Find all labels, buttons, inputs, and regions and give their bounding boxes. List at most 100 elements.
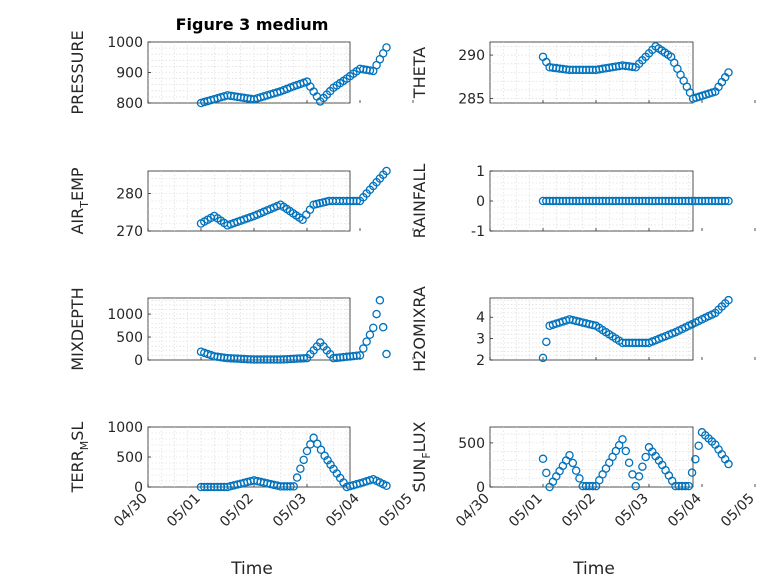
y-axis-label: TERRMSL (68, 422, 91, 494)
y-tick-label: 0 (134, 353, 143, 369)
y-tick-label: 280 (116, 187, 143, 203)
y-axis-label: MIXDEPTH (68, 287, 87, 370)
data-point (372, 309, 381, 319)
data-point (316, 445, 326, 455)
y-axis-label: AIRTEMP (68, 167, 91, 234)
y-tick-label: -1 (471, 224, 485, 240)
x-axis-label-right: Time (572, 559, 615, 579)
data-point (313, 439, 322, 449)
subplot-5: 0 500 1000 MIXDEPTH (68, 287, 414, 371)
data-point (571, 466, 581, 475)
y-tick-label: 1 (476, 164, 485, 180)
x-tick-label: 05/04 (665, 490, 705, 530)
data-point (575, 474, 584, 483)
x-tick-label: 05/01 (506, 491, 546, 531)
data-point (565, 450, 574, 460)
data-point (359, 344, 368, 353)
y-tick-label: 1000 (107, 420, 143, 436)
data-point (382, 43, 391, 52)
data-point (724, 295, 733, 305)
y-tick-label: 1000 (107, 307, 143, 323)
data-point (538, 353, 548, 363)
x-tick-label: 04/30 (111, 491, 151, 531)
x-tick-label: 05/05 (376, 491, 416, 531)
x-tick-label: 05/04 (323, 490, 363, 530)
y-tick-label: 3 (476, 332, 485, 348)
data-point (724, 459, 733, 469)
subplot-4: -1 0 1 RAINFALL (410, 164, 756, 240)
data-point (382, 166, 391, 176)
y-axis-label: PRESSURE (68, 30, 87, 114)
y-tick-label: 0 (134, 480, 143, 496)
data-point (352, 351, 361, 361)
y-axis-label: SUNFLUX (410, 421, 433, 492)
data-point (687, 468, 697, 477)
data-point (568, 458, 578, 468)
data-point (542, 337, 551, 347)
x-tick-label: 05/05 (718, 491, 758, 531)
subplot-3: 270 280 AIRTEMP (68, 166, 414, 240)
x-tick-label: 04/30 (453, 491, 493, 531)
y-tick-label: 290 (458, 48, 485, 64)
x-tick-label: 05/02 (217, 491, 257, 531)
data-point (631, 481, 641, 491)
data-point (638, 462, 647, 471)
figure-title: Figure 3 medium (176, 15, 329, 34)
data-point (296, 464, 305, 473)
y-tick-label: 4 (476, 310, 485, 326)
y-tick-label: 270 (116, 224, 143, 240)
data-point (365, 330, 375, 339)
x-tick-label: 05/02 (559, 491, 599, 531)
data-point (681, 481, 690, 491)
data-point (634, 472, 644, 481)
data-point (289, 482, 298, 491)
subplot-8: 0 500 04/30 05/01 05/02 05/03 05/04 05/05 SUNFLU… (410, 421, 758, 530)
data-point (286, 482, 295, 491)
data-point (542, 468, 551, 478)
y-tick-label: 500 (458, 436, 485, 452)
data-point (694, 441, 703, 450)
data-point (621, 446, 631, 456)
subplot-6: 2 3 4 H2OMIXRA (410, 286, 756, 372)
data-point (378, 322, 388, 332)
data-point (684, 481, 694, 491)
data-point (724, 196, 733, 206)
y-tick-label: 900 (116, 66, 143, 82)
data-point (309, 433, 318, 443)
y-axis-label: THETA (410, 47, 429, 99)
y-tick-label: 500 (116, 450, 143, 466)
data-point (368, 323, 378, 333)
y-tick-label: 2 (476, 353, 485, 369)
data-point (299, 455, 308, 465)
subplot-7: 0 500 1000 04/30 05/01 05/02 05/03 05/04 05/05 TE… (68, 420, 416, 530)
data-point (538, 454, 548, 464)
data-point (618, 435, 627, 444)
y-tick-label: 0 (476, 480, 485, 496)
data-point (292, 473, 302, 482)
data-point (362, 337, 371, 346)
data-point (299, 354, 308, 363)
data-point (302, 446, 312, 456)
subplot-2: 285 290 THETA (410, 41, 756, 108)
data-point (355, 351, 365, 360)
data-point (365, 66, 375, 75)
data-point (641, 452, 650, 462)
y-tick-label: 0 (476, 194, 485, 210)
data-point (624, 458, 634, 467)
data-point (724, 68, 733, 77)
x-tick-label: 05/03 (612, 491, 652, 531)
data-point (588, 481, 597, 491)
y-axis-label: RAINFALL (410, 164, 429, 239)
data-point (691, 454, 700, 464)
data-point (382, 349, 391, 359)
y-tick-label: 1000 (107, 35, 143, 51)
data-point (352, 196, 361, 206)
data-point (628, 62, 637, 72)
y-tick-label: 800 (116, 96, 143, 112)
data-point (720, 196, 730, 206)
data-point (382, 481, 391, 491)
data-point (375, 296, 385, 305)
y-tick-label: 500 (116, 330, 143, 346)
